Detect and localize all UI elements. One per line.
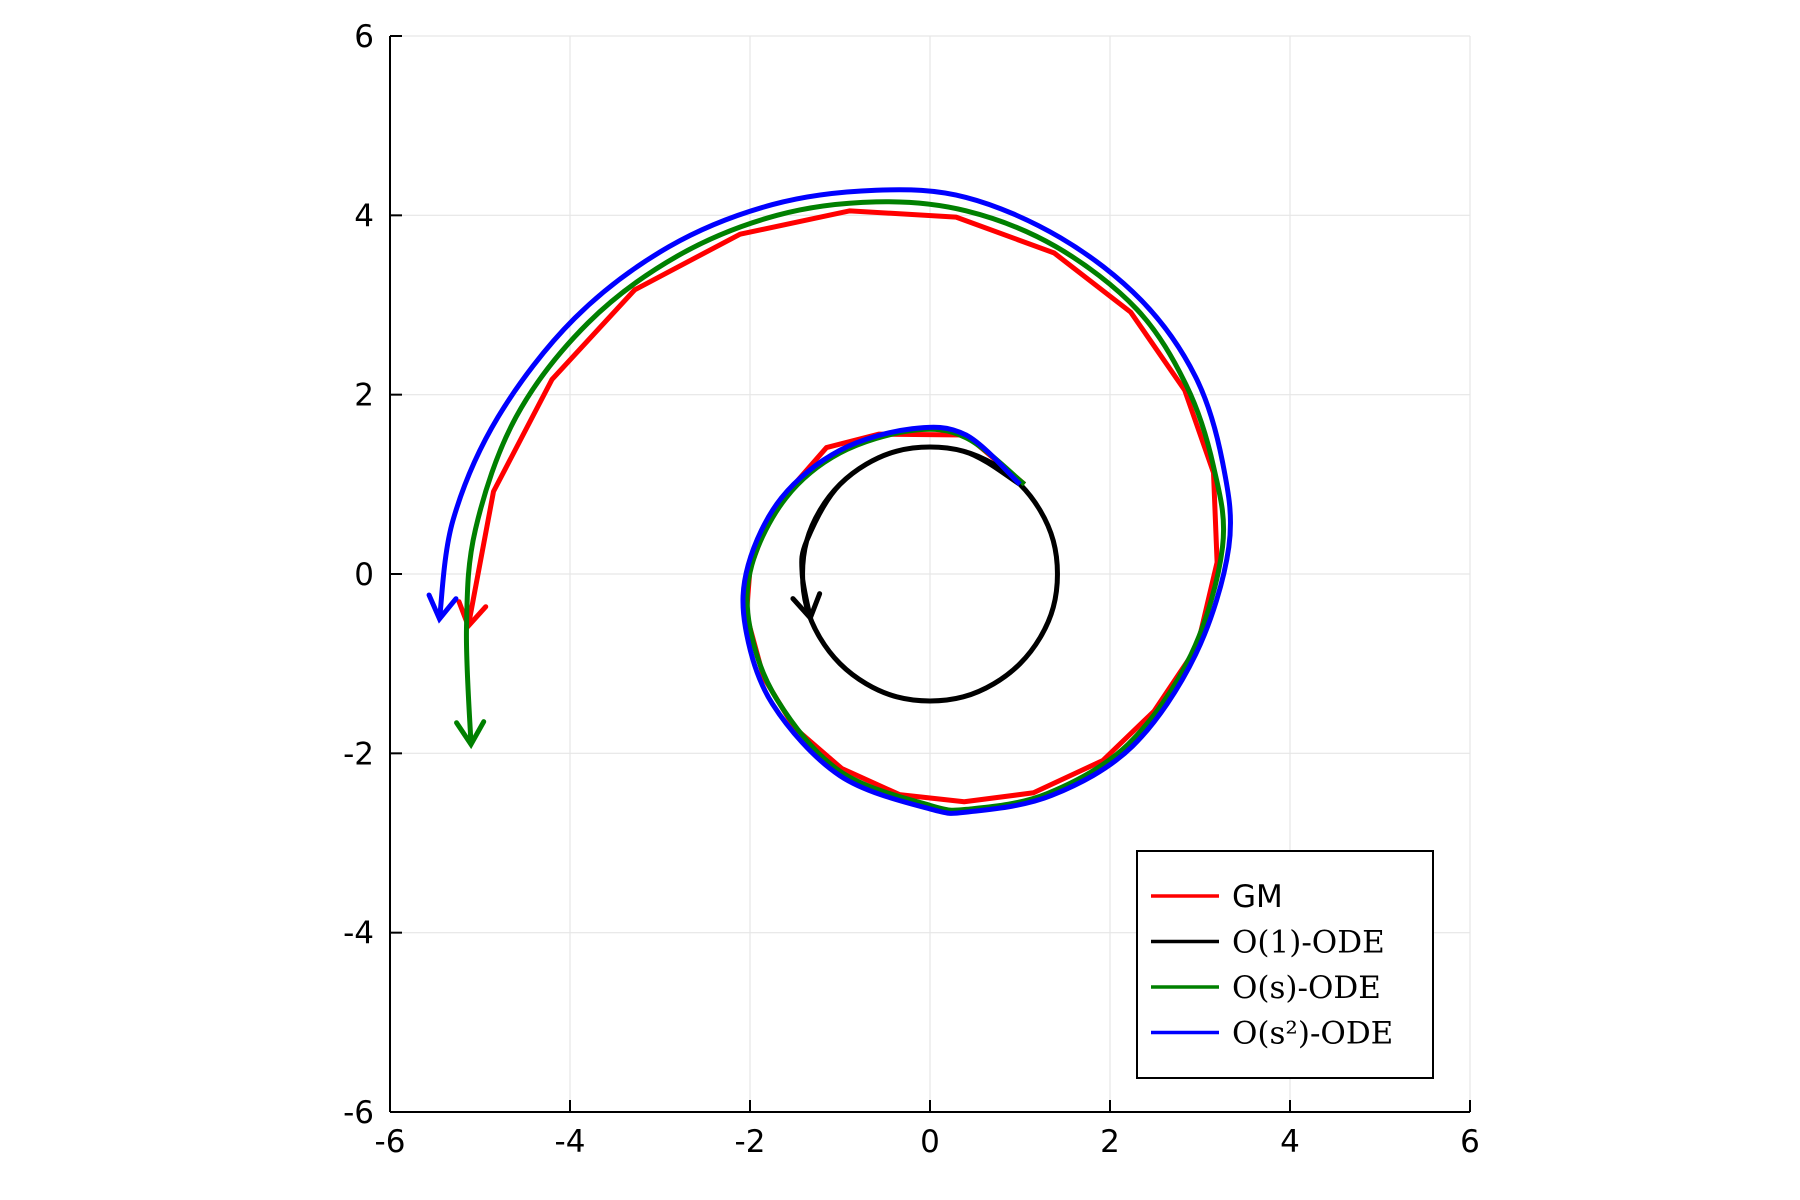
arrow-head bbox=[426, 592, 459, 624]
x-tick-label: 2 bbox=[1100, 1124, 1120, 1160]
legend-label: O(s)-ODE bbox=[1232, 970, 1381, 1006]
y-tick-label: -4 bbox=[343, 916, 374, 952]
y-tick-label: 6 bbox=[354, 19, 374, 55]
series-line bbox=[463, 199, 1227, 813]
y-tick-label: -2 bbox=[343, 736, 374, 772]
y-tick-label: 4 bbox=[354, 198, 374, 234]
legend-label: O(1)-ODE bbox=[1232, 925, 1385, 961]
legend-label: O(s²)-ODE bbox=[1232, 1016, 1393, 1052]
arrow-head bbox=[454, 719, 487, 750]
legend-label: GM bbox=[1232, 879, 1283, 915]
legend-box bbox=[1136, 850, 1434, 1079]
series-line bbox=[437, 187, 1233, 816]
series-line bbox=[799, 444, 1060, 704]
y-tick-label: 2 bbox=[354, 378, 374, 414]
x-tick-label: -4 bbox=[555, 1124, 586, 1160]
x-tick-label: 6 bbox=[1460, 1124, 1480, 1160]
arrow-head bbox=[790, 591, 823, 623]
y-tick-label: -6 bbox=[343, 1095, 374, 1131]
series-line bbox=[465, 208, 1220, 805]
x-tick-label: 0 bbox=[920, 1124, 940, 1160]
x-tick-label: -6 bbox=[375, 1124, 406, 1160]
x-tick-label: 4 bbox=[1280, 1124, 1300, 1160]
x-tick-label: -2 bbox=[735, 1124, 766, 1160]
y-tick-label: 0 bbox=[354, 557, 374, 593]
